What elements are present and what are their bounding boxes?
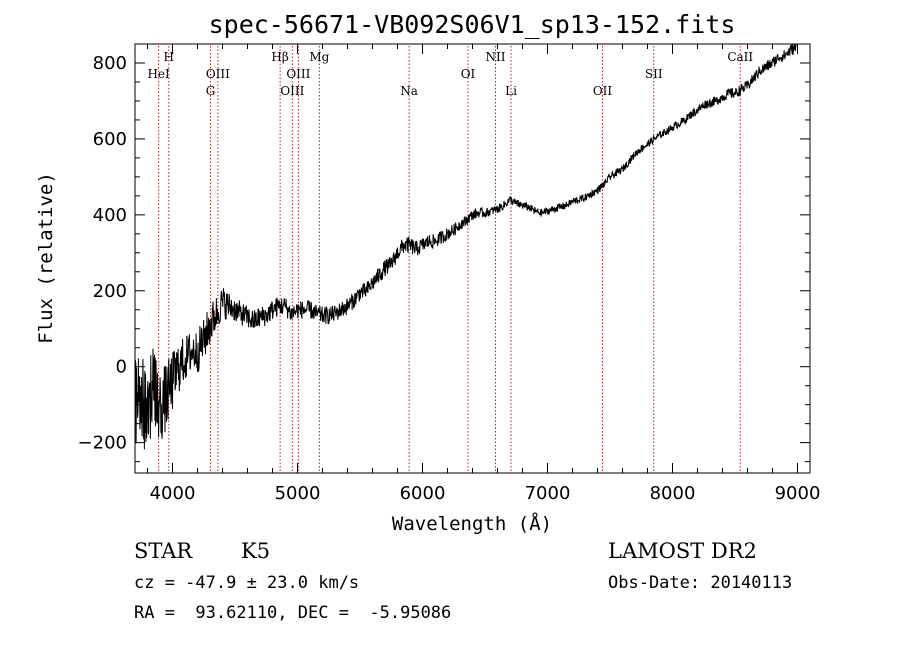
object-subclass: K5 bbox=[241, 539, 271, 563]
x-axis-label: Wavelength (Å) bbox=[392, 512, 552, 535]
axes: 4000 5000 6000 7000 8000 9000 −200 0 200 400 600 80… bbox=[78, 43, 821, 504]
spectral-line-label: OII bbox=[593, 84, 613, 98]
y-axis-label: Flux (relative) bbox=[35, 172, 57, 344]
spectral-line-label: Na bbox=[400, 84, 418, 98]
survey-name: LAMOST DR2 bbox=[608, 539, 757, 563]
y-tick-label: −200 bbox=[78, 433, 127, 454]
x-tick-label: 9000 bbox=[775, 483, 821, 504]
y-tick-label: 0 bbox=[116, 357, 127, 378]
x-tick-label: 6000 bbox=[400, 483, 446, 504]
spectral-line-label: Li bbox=[505, 84, 517, 98]
x-tick-label: 8000 bbox=[650, 483, 696, 504]
spectral-line-label: SII bbox=[645, 67, 663, 81]
x-tick-label: 4000 bbox=[150, 483, 196, 504]
plot-frame bbox=[134, 43, 811, 474]
spectral-line-label: CaII bbox=[727, 50, 753, 64]
chart-title: spec-56671-VB092S06V1_sp13-152.fits bbox=[209, 10, 736, 39]
spectral-line-label: OIII bbox=[286, 67, 310, 81]
y-tick-label: 600 bbox=[93, 129, 127, 150]
spectral-line-label: HeI bbox=[147, 67, 170, 81]
spectral-line-label: OIII bbox=[206, 67, 230, 81]
obs-date: Obs-Date: 20140113 bbox=[608, 573, 793, 593]
coordinates: RA = 93.62110, DEC = -5.95086 bbox=[134, 603, 452, 623]
redshift-readout: cz = -47.9 ± 23.0 km/s bbox=[134, 573, 360, 593]
spectral-line-label: OIII bbox=[280, 84, 304, 98]
x-tick-label: 5000 bbox=[275, 483, 321, 504]
spectral-lines: HeI H G OIII Hβ OIII OIII Mg Na OI NII Li OII SII CaII bbox=[147, 46, 753, 473]
spectrum-series bbox=[134, 43, 797, 450]
x-tick-label: 7000 bbox=[525, 483, 571, 504]
y-tick-label: 400 bbox=[93, 205, 127, 226]
y-tick-label: 800 bbox=[93, 53, 127, 74]
spectrum-line bbox=[134, 43, 797, 450]
spectral-line-label: G bbox=[206, 84, 216, 98]
spectral-line-label: Mg bbox=[309, 50, 329, 64]
spectral-line-label: Hβ bbox=[271, 50, 288, 64]
spectral-line-label: OI bbox=[461, 67, 476, 81]
spectral-line-label: NII bbox=[486, 50, 506, 64]
object-class: STAR bbox=[134, 539, 193, 563]
spectral-line-label: H bbox=[164, 50, 174, 64]
y-tick-label: 200 bbox=[93, 281, 127, 302]
